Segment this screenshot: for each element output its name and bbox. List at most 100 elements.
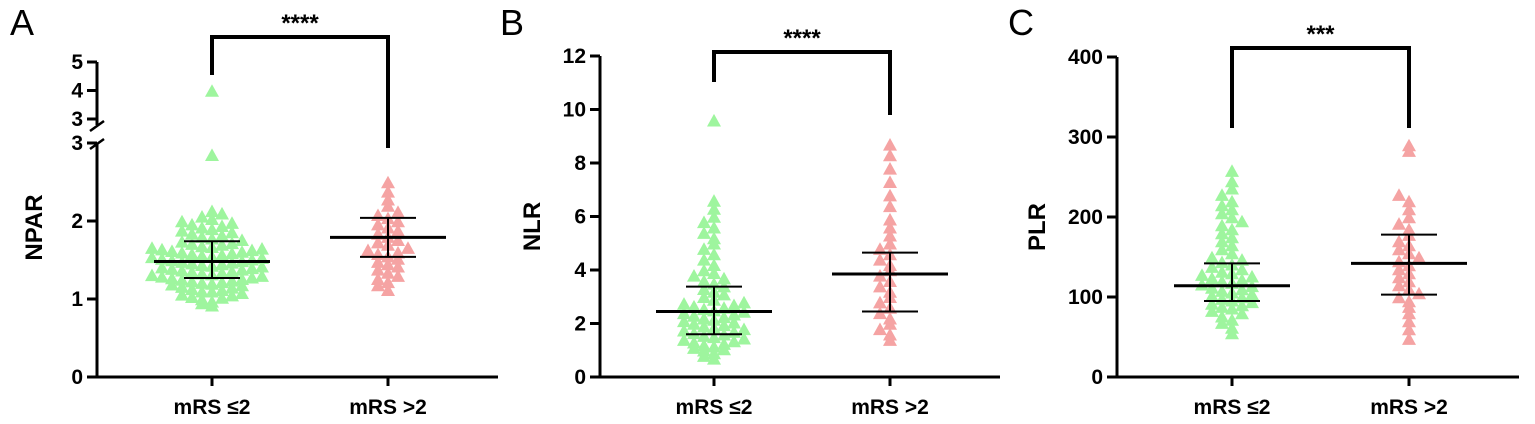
data-point	[1412, 250, 1426, 264]
data-point	[1235, 273, 1249, 286]
y-tick-label: 4	[71, 80, 83, 103]
data-point	[677, 314, 691, 328]
data-point	[1235, 262, 1249, 276]
data-point	[215, 248, 229, 261]
y-tick-label: 8	[574, 152, 586, 175]
data-point	[1215, 234, 1229, 248]
data-point	[707, 247, 721, 261]
data-point	[205, 204, 219, 218]
data-point	[707, 220, 721, 234]
panel-c: C 0 100 200 300 400 mRS ≤2 mRS >2 PLR ***	[1008, 2, 1519, 419]
data-point	[145, 268, 159, 282]
axis-break-mark	[89, 119, 105, 133]
data-point	[195, 276, 209, 289]
data-point	[371, 217, 385, 231]
data-point	[1392, 270, 1406, 284]
data-point	[1225, 238, 1239, 252]
data-point	[165, 253, 179, 267]
data-point	[155, 270, 169, 283]
data-point	[883, 199, 897, 213]
data-point	[883, 220, 897, 234]
data-point	[883, 311, 897, 325]
data-point	[707, 258, 721, 271]
significance-bracket	[1230, 46, 1411, 128]
data-point	[1205, 289, 1219, 302]
x-category-label: mRS >2	[851, 396, 929, 419]
data-point	[1215, 242, 1229, 256]
data-point	[195, 258, 209, 271]
data-point	[687, 269, 701, 282]
data-point	[381, 192, 395, 206]
panel-letter: B	[500, 2, 524, 43]
y-axis-label: NLR	[519, 202, 546, 251]
data-point	[1402, 194, 1416, 208]
data-point	[1225, 174, 1239, 188]
data-point	[1215, 206, 1229, 220]
data-point	[225, 216, 239, 229]
y-tick-label: 3	[71, 132, 83, 155]
data-point	[155, 260, 169, 274]
data-point	[371, 263, 385, 276]
data-point	[883, 175, 897, 189]
data-point	[175, 224, 189, 237]
data-point	[371, 255, 385, 268]
data-point	[225, 273, 239, 287]
data-point	[1225, 222, 1239, 236]
data-point	[717, 271, 731, 285]
data-point	[883, 228, 897, 242]
data-point	[1392, 217, 1406, 230]
data-point	[175, 273, 189, 286]
data-point	[697, 274, 711, 287]
data-point	[205, 277, 219, 290]
data-point	[1225, 181, 1239, 195]
data-point	[1205, 281, 1219, 294]
data-point	[1215, 274, 1229, 288]
data-point	[215, 206, 229, 220]
significance-bracket	[210, 35, 390, 148]
data-point	[165, 271, 179, 285]
data-point	[883, 162, 897, 175]
data-point	[883, 188, 897, 202]
data-point	[205, 84, 219, 97]
data-point	[1205, 271, 1219, 285]
data-point	[215, 266, 229, 279]
data-point	[1402, 222, 1416, 236]
data-point	[205, 148, 219, 161]
data-point	[1225, 246, 1239, 260]
data-point	[873, 322, 887, 336]
y-tick-label: 1	[71, 288, 83, 311]
panel-a: A 0 1 2 33 4 5 mRS ≤2 mRS >2 NPAR ****	[10, 2, 498, 419]
y-tick-label: 2	[71, 210, 83, 233]
data-point	[697, 253, 711, 266]
significance-label: ***	[1306, 21, 1335, 48]
x-category-label: mRS ≤2	[1194, 396, 1271, 419]
data-point	[381, 185, 395, 198]
data-point	[1245, 269, 1259, 283]
data-point	[697, 226, 711, 239]
y-tick-label: 400	[1068, 46, 1103, 69]
data-point	[697, 215, 711, 229]
data-point	[165, 244, 179, 257]
data-point	[737, 331, 751, 345]
data-point	[1205, 260, 1219, 273]
data-point	[1215, 309, 1229, 323]
data-point	[1225, 301, 1239, 315]
data-point	[1412, 286, 1426, 300]
data-point	[873, 306, 887, 320]
data-point	[883, 327, 897, 341]
data-point	[1225, 202, 1239, 216]
data-point	[1205, 250, 1219, 264]
data-point	[235, 263, 249, 276]
y-tick-label: 200	[1068, 206, 1103, 229]
data-point	[883, 236, 897, 250]
y-tick-label: 3	[71, 108, 83, 131]
data-point	[391, 205, 405, 218]
data-point	[215, 275, 229, 289]
data-point	[175, 234, 189, 248]
data-point	[1215, 218, 1229, 232]
data-point	[391, 245, 405, 259]
data-point	[225, 246, 239, 260]
data-point	[195, 266, 209, 280]
data-point	[873, 253, 887, 266]
x-category-label: mRS ≤2	[676, 396, 753, 419]
